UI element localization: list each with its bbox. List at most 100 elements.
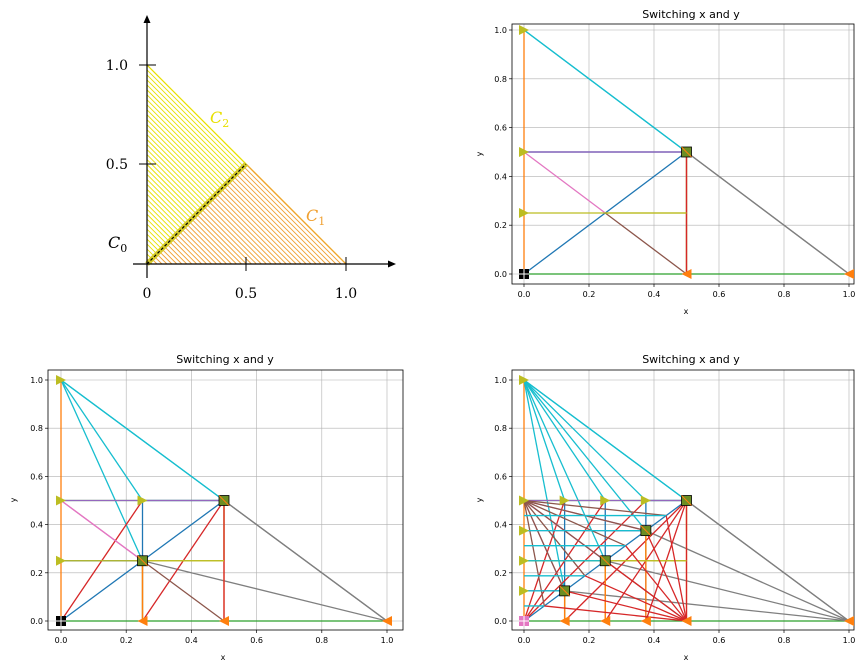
hatch-line-c2 [146,213,173,240]
chart-title: Switching x and y [642,8,740,21]
hatch-line-c2 [146,129,215,198]
series-segment [584,575,687,622]
y-tick-label: 1.0 [494,376,507,385]
hatch-line-c2 [146,194,183,230]
grid [512,370,854,630]
hatch-line-c1 [231,179,317,265]
hatch-line-c1 [223,186,302,265]
x-axis-label: x [221,653,226,662]
data-point-marker [137,616,148,626]
series-segment [523,29,687,153]
hatch-line-c1 [203,206,262,265]
hatch-line-c1 [179,231,212,265]
data-point-marker [681,269,692,279]
series-segment [523,379,566,501]
series-segment [625,545,688,622]
hatch-line-c1 [213,196,282,265]
hatch-line-c2 [146,124,217,195]
hatch-line-c2 [146,109,225,188]
series-segment [523,379,687,502]
series-segment [60,499,143,562]
hypotenuse-lower [246,164,347,265]
hatch-line-c1 [201,208,257,265]
diagonal-square-cross [218,495,230,506]
series-segment [605,560,850,622]
y-tick-label: 0.8 [494,424,507,433]
y-tick-label: 0.8 [30,424,43,433]
x-tick-label: 1.0 [843,290,856,299]
hatch-line-c1 [166,243,188,265]
data-point-marker [600,616,611,626]
hatch-line-c2 [146,169,195,218]
data-point-marker [600,495,611,506]
hatch-line-c2 [146,99,230,183]
x-axis-arrow [388,260,396,268]
series-segment [142,560,225,622]
hatch-line-c1 [233,176,322,265]
y-tick-label: 0.2 [494,221,507,230]
data-point-marker [137,495,148,506]
y-tick-label: 1.0 [494,26,507,35]
hatch-line-c1 [169,241,193,265]
series-segment [604,212,687,275]
data-point-marker [844,616,854,626]
data-point-marker [559,495,570,506]
hatch-line-c2 [146,208,175,237]
series-segment [223,499,388,622]
y-tick-label: 0.4 [30,521,43,530]
y-tick-label: 0.6 [494,472,507,481]
hatch-line-c1 [228,181,312,265]
diagonal-square-cross [599,555,611,567]
label-c0: C0 [108,233,127,255]
hatch-line-c1 [216,194,287,265]
data-point-marker [56,555,66,566]
hatch-line-c1 [226,184,307,265]
x-tick-label: 0.0 [518,290,531,299]
hatch-line-c2 [146,223,168,245]
hatch-line-c2 [146,144,208,205]
x-axis-label: x [684,653,689,662]
hatch-line-c1 [164,246,183,265]
series-segment [142,499,225,562]
y-axis-label: y [9,497,18,502]
data-point-marker [519,585,529,596]
series-segment [645,530,850,622]
data-point-marker [519,375,529,385]
x-tick-label: 0.8 [315,636,328,645]
data-point-marker [519,495,529,506]
data-point-marker [56,495,66,506]
x-tick-label: 0.5 [235,286,257,302]
hatch-line-c2 [146,119,220,193]
series-segment [60,379,225,502]
hatch-line-c2 [146,134,212,200]
x-tick-label: 0.0 [518,636,531,645]
hatch-line-c1 [221,189,297,265]
series-segment [564,590,687,622]
hatch-line-c2 [146,84,237,175]
series-segment [645,530,688,622]
label-c1: C1 [306,206,325,228]
hatch-line-c1 [238,171,332,265]
hatch-line-c1 [206,203,267,265]
data-point-marker [844,269,854,279]
hatch-line-c2 [146,139,210,203]
chart-panel-2: Switching x and y x y 0.0 0.2 0.4 0.6 0.8 1.0… [9,353,404,662]
hatch-line-c1 [211,199,277,265]
data-point-marker [219,616,229,626]
x-tick-label: 0 [143,286,152,302]
chart-title: Switching x and y [642,353,740,366]
x-tick-label: 0.2 [120,636,133,645]
y-tick-label: 0.5 [106,157,128,173]
hatch-line-c2 [146,69,245,168]
y-tick-label: 0.4 [494,172,507,181]
hatch-line-c2 [146,228,165,247]
series-segment [60,379,144,562]
series-segment [523,500,586,577]
plot-frame [47,369,404,631]
hatch-line-c2 [146,104,227,185]
data-point-marker [56,375,66,385]
series-segment [686,151,850,275]
data-point-marker [519,147,529,157]
series-segment [60,379,144,501]
